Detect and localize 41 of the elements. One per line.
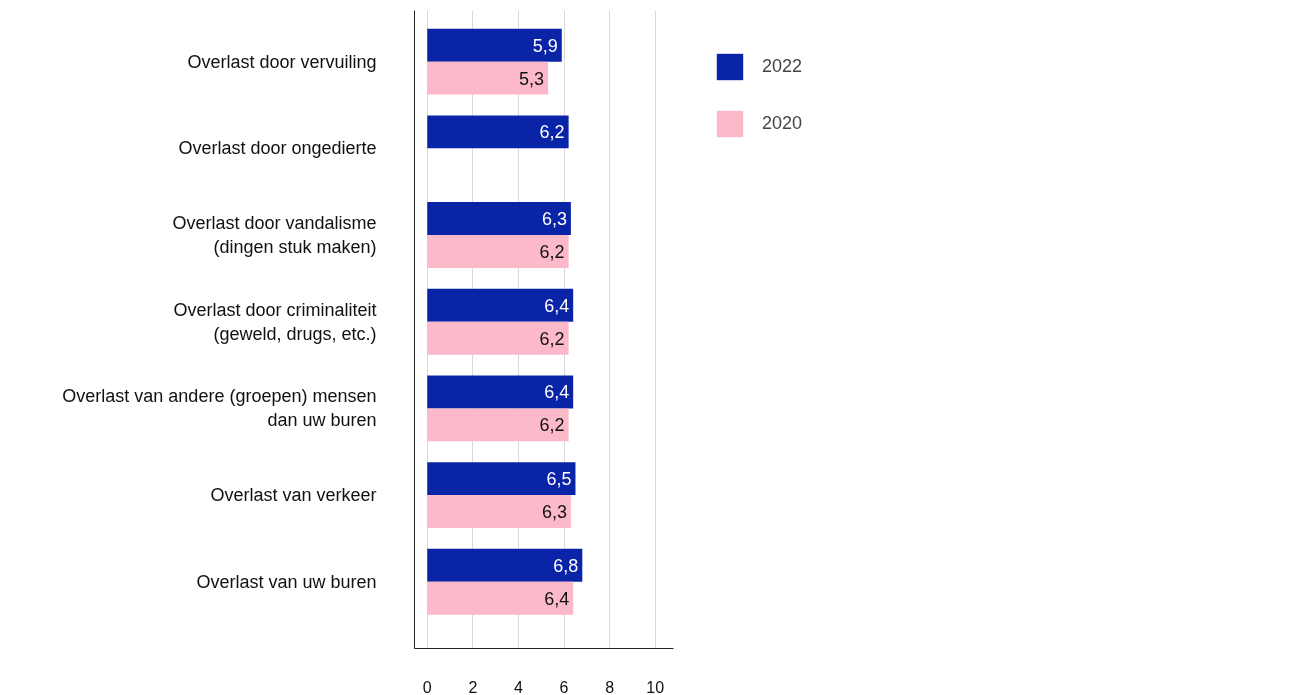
- legend-label: 2020: [762, 113, 803, 134]
- data-label: 6,2: [539, 122, 565, 143]
- bar: [427, 288, 574, 322]
- bar: [427, 375, 574, 409]
- data-label: 6,2: [539, 241, 565, 262]
- y-tick-label: Overlast door vandalisme (dingen stuk maken): [172, 213, 377, 258]
- data-label: 6,4: [544, 588, 570, 609]
- data-label: 6,3: [541, 209, 567, 230]
- x-tick-label: 6: [559, 678, 569, 695]
- data-label: 5,9: [532, 35, 558, 56]
- bar: [427, 495, 571, 529]
- bar: [427, 408, 569, 442]
- bar: [427, 235, 569, 268]
- data-label: 6,8: [553, 555, 579, 576]
- y-tick-label: Overlast van andere (groepen) mensen dan uw buren: [62, 386, 377, 431]
- y-tick-label: Overlast door ongedierte: [178, 138, 377, 159]
- bar: [427, 61, 549, 95]
- data-label: 6,2: [539, 328, 565, 349]
- bar: [427, 548, 583, 582]
- bar: [427, 321, 569, 355]
- legend-label: 2022: [762, 56, 803, 77]
- x-tick-label: 4: [514, 678, 524, 695]
- data-label: 6,5: [546, 469, 572, 490]
- data-label: 6,3: [541, 502, 567, 523]
- x-tick-label: 0: [422, 678, 432, 695]
- data-label: 6,4: [544, 295, 570, 316]
- bar: [427, 115, 569, 149]
- data-label: 6,2: [539, 415, 565, 436]
- bar: [427, 581, 574, 615]
- y-tick-label: Overlast door vervuiling: [187, 51, 377, 72]
- bar: [427, 28, 562, 62]
- x-tick-label: 8: [605, 678, 615, 695]
- y-tick-label: Overlast door criminaliteit (geweld, drugs, etc.): [173, 299, 377, 344]
- data-label: 5,3: [519, 68, 545, 89]
- y-tick-label: Overlast van verkeer: [210, 485, 377, 506]
- bar: [427, 202, 571, 236]
- bar: [427, 462, 576, 496]
- x-tick-label: 10: [646, 678, 665, 695]
- data-label: 6,4: [544, 382, 570, 403]
- y-tick-label: Overlast van uw buren: [196, 571, 377, 592]
- x-tick-label: 2: [468, 678, 478, 695]
